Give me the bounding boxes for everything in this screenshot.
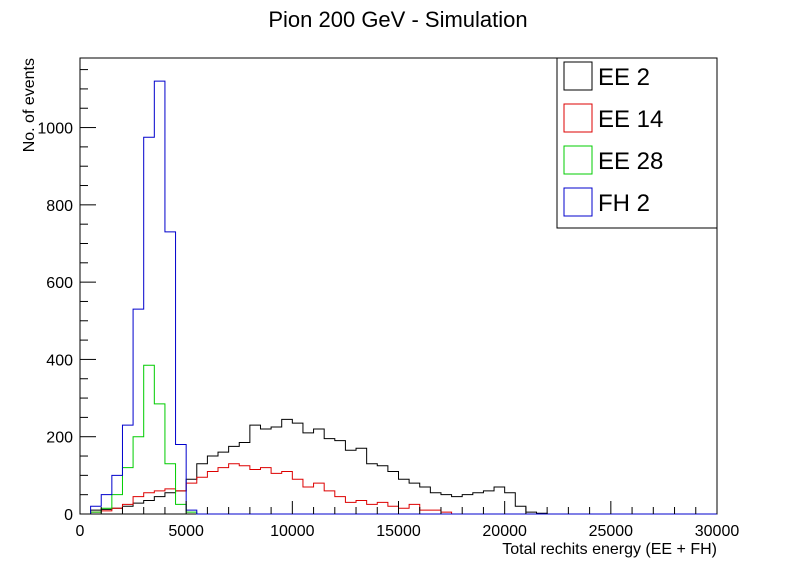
legend-label: EE 14 (598, 106, 663, 133)
chart-title: Pion 200 GeV - Simulation (268, 7, 527, 32)
x-tick-label: 15000 (376, 523, 421, 540)
x-tick-label: 20000 (482, 523, 527, 540)
y-tick-label: 800 (46, 198, 73, 215)
y-tick-label: 0 (64, 507, 73, 524)
y-tick-label: 200 (46, 430, 73, 447)
x-tick-label: 5000 (168, 523, 204, 540)
x-tick-label: 0 (76, 523, 85, 540)
y-tick-label: 1000 (37, 121, 73, 138)
x-tick-label: 30000 (695, 523, 740, 540)
y-tick-label: 600 (46, 275, 73, 292)
series-line-ee-2 (80, 418, 717, 515)
legend-label: EE 28 (598, 148, 663, 175)
x-axis-label: Total rechits energy (EE + FH) (502, 541, 717, 558)
x-tick-label: 10000 (270, 523, 315, 540)
legend-label: FH 2 (598, 190, 650, 217)
y-axis-label: No. of events (21, 58, 38, 152)
y-tick-label: 400 (46, 352, 73, 369)
legend-label: EE 2 (598, 64, 650, 91)
axis-layer: 0 5000 10000 15000 20000 25000 30000 0 200 400 600… (37, 69, 740, 540)
legend-entries: EE 2 EE 14 EE 28 FH 2 (563, 61, 663, 217)
legend-swatch (563, 61, 593, 91)
legend-swatch (563, 145, 593, 175)
x-tick-label: 25000 (589, 523, 634, 540)
legend-swatch (563, 103, 593, 133)
legend: EE 2 EE 14 EE 28 FH 2 (556, 57, 718, 229)
legend-swatch (563, 187, 593, 217)
